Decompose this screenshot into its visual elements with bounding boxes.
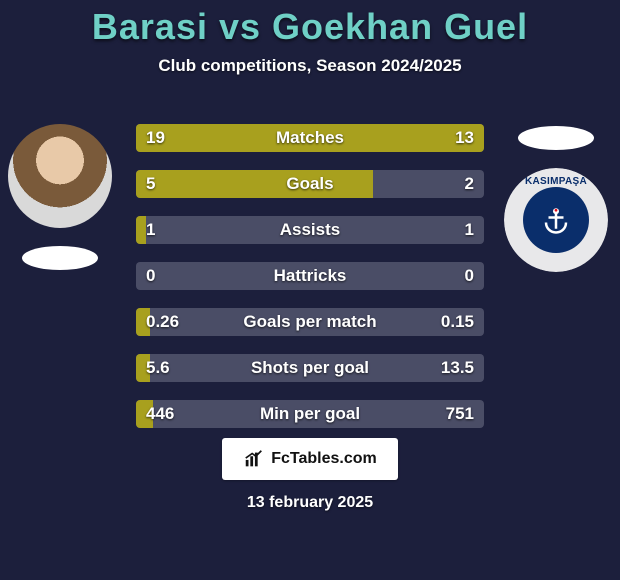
stat-bars: 19Matches13 5Goals2 1Assists1 0Hattricks0 0.…: [136, 124, 484, 446]
stat-label: Goals per match: [136, 308, 484, 336]
stat-value-right: 751: [446, 400, 474, 428]
footer: FcTables.com 13 february 2025: [0, 438, 620, 512]
player-left-avatar: [8, 124, 112, 228]
stat-value-right: 0: [465, 262, 474, 290]
stat-row: 446Min per goal751: [136, 400, 484, 428]
club-center: [523, 187, 589, 253]
stat-value-right: 1: [465, 216, 474, 244]
player-right-flag: [518, 126, 594, 150]
brand-badge: FcTables.com: [222, 438, 398, 480]
stat-row: 1Assists1: [136, 216, 484, 244]
stat-value-right: 13.5: [441, 354, 474, 382]
stat-row: 5.6Shots per goal13.5: [136, 354, 484, 382]
stat-row: 19Matches13: [136, 124, 484, 152]
anchor-icon: [541, 205, 571, 235]
stat-value-right: 0.15: [441, 308, 474, 336]
comparison-card: Barasi vs Goekhan Guel Club competitions…: [0, 0, 620, 580]
stat-row: 0.26Goals per match0.15: [136, 308, 484, 336]
stat-label: Hattricks: [136, 262, 484, 290]
stat-row: 0Hattricks0: [136, 262, 484, 290]
chart-icon: [243, 448, 265, 470]
stat-label: Assists: [136, 216, 484, 244]
stat-label: Goals: [136, 170, 484, 198]
stat-label: Shots per goal: [136, 354, 484, 382]
stat-value-right: 2: [465, 170, 474, 198]
page-title: Barasi vs Goekhan Guel: [0, 6, 620, 48]
page-subtitle: Club competitions, Season 2024/2025: [0, 56, 620, 76]
brand-label: FcTables.com: [271, 450, 377, 468]
stat-row: 5Goals2: [136, 170, 484, 198]
player-right-club-badge: KASIMPAŞA: [504, 168, 608, 272]
stat-value-right: 13: [455, 124, 474, 152]
footer-date: 13 february 2025: [247, 494, 373, 512]
stat-label: Matches: [136, 124, 484, 152]
player-left-flag: [22, 246, 98, 270]
club-label: KASIMPAŞA: [525, 177, 587, 187]
stat-label: Min per goal: [136, 400, 484, 428]
